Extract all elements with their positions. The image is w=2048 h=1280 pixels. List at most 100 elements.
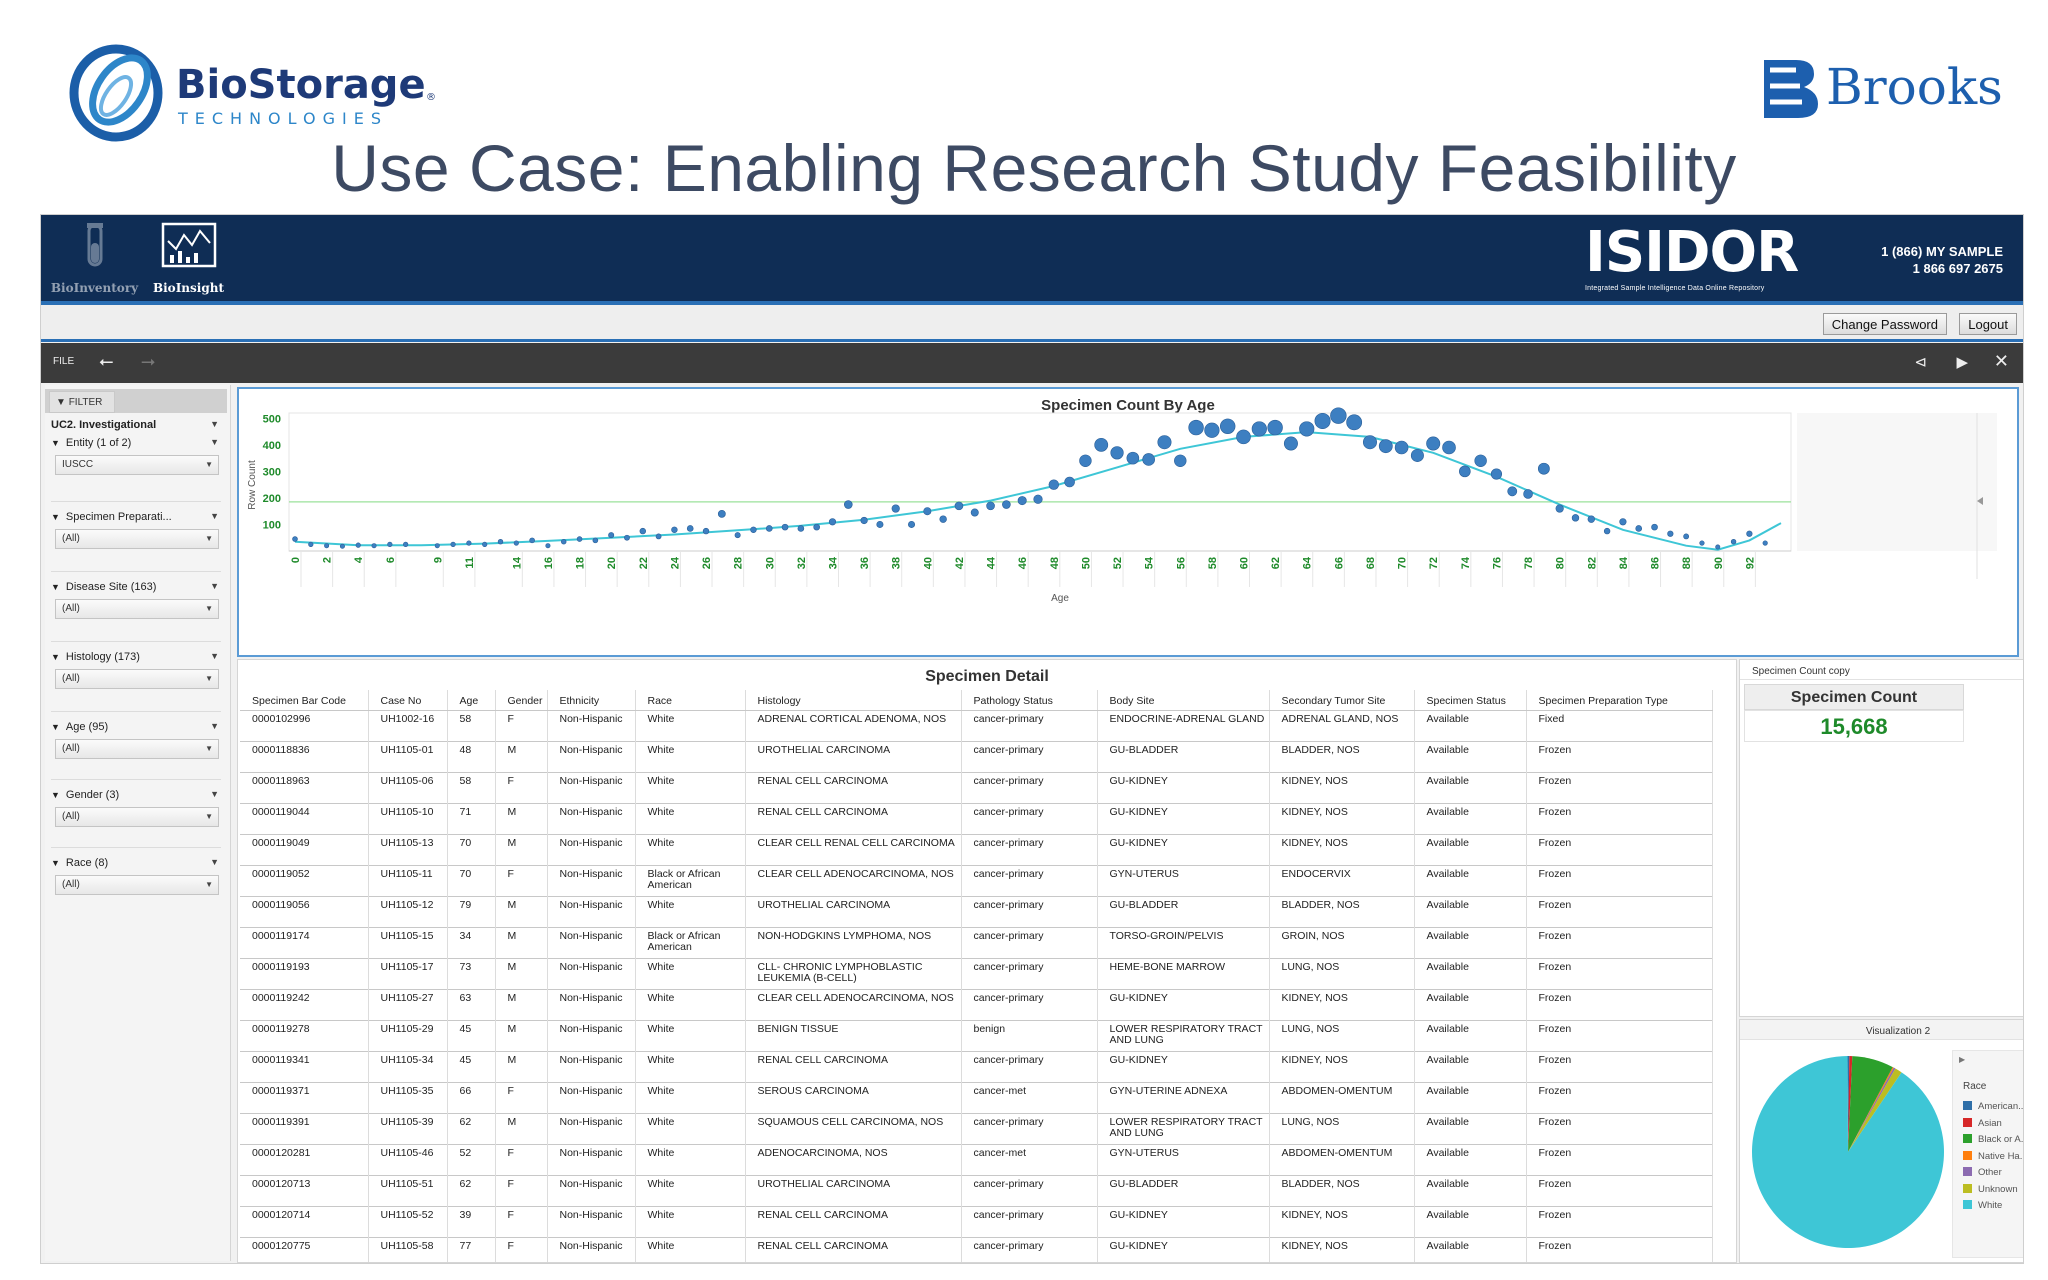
filter-dropdown[interactable]: IUSCC ▼ xyxy=(55,455,219,475)
table-row[interactable]: 0000119052 UH1105-11 70 F Non-Hispanic Black … xyxy=(240,864,1713,896)
bioinsight-app-tile[interactable]: BioInsight xyxy=(141,221,236,297)
chevron-down-icon[interactable]: ▼ xyxy=(210,511,219,521)
data-point[interactable] xyxy=(1699,540,1705,546)
data-point[interactable] xyxy=(1126,451,1140,465)
pie-slice[interactable] xyxy=(1751,1056,1944,1248)
data-point[interactable] xyxy=(813,523,820,531)
data-point[interactable] xyxy=(545,543,551,549)
legend-item[interactable]: White xyxy=(1963,1200,2002,1214)
legend-item[interactable]: Unknown xyxy=(1963,1183,2018,1198)
forward-arrow-icon[interactable]: ⭢ xyxy=(141,351,156,371)
data-point[interactable] xyxy=(986,501,995,511)
filter-heading[interactable]: ▼ Age (95) ▼ xyxy=(51,721,225,739)
filter-dropdown[interactable]: (All) ▼ xyxy=(55,875,219,895)
data-point[interactable] xyxy=(308,541,314,547)
data-point[interactable] xyxy=(1378,439,1393,454)
data-point[interactable] xyxy=(434,543,440,549)
data-point[interactable] xyxy=(497,539,504,545)
data-point[interactable] xyxy=(1142,453,1155,466)
data-point[interactable] xyxy=(1283,436,1298,451)
data-point[interactable] xyxy=(797,525,805,532)
column-header[interactable]: Specimen Status xyxy=(1414,690,1527,711)
play-icon[interactable]: ▶ xyxy=(1956,354,1968,371)
data-point[interactable] xyxy=(1174,454,1187,467)
pie-slice[interactable] xyxy=(1847,1055,1850,1152)
column-header[interactable]: Ethnicity xyxy=(547,690,636,711)
legend-item[interactable]: American... xyxy=(1963,1101,2023,1115)
data-point[interactable] xyxy=(750,526,757,533)
chevron-down-icon[interactable]: ▼ xyxy=(210,437,219,447)
data-point[interactable] xyxy=(450,541,456,547)
data-point[interactable] xyxy=(1362,435,1377,450)
data-point[interactable] xyxy=(734,532,741,539)
column-header[interactable]: Secondary Tumor Site xyxy=(1269,690,1415,711)
column-header[interactable]: Pathology Status xyxy=(961,690,1098,711)
data-point[interactable] xyxy=(1571,514,1580,522)
data-point[interactable] xyxy=(860,516,868,525)
data-point[interactable] xyxy=(1507,486,1518,497)
data-point[interactable] xyxy=(1459,465,1471,478)
chevron-down-icon[interactable]: ▼ xyxy=(210,789,219,799)
data-point[interactable] xyxy=(1048,479,1060,490)
data-point[interactable] xyxy=(702,527,710,535)
table-row[interactable]: 0000119044 UH1105-10 71 M Non-Hispanic White R… xyxy=(240,802,1713,834)
data-point[interactable] xyxy=(1346,414,1363,431)
data-point[interactable] xyxy=(970,508,979,517)
data-point[interactable] xyxy=(781,523,789,531)
pie-slice[interactable] xyxy=(1848,1067,1896,1152)
table-row[interactable]: 0000119371 UH1105-35 66 F Non-Hispanic White S… xyxy=(240,1081,1713,1113)
table-row[interactable]: 0000119391 UH1105-39 62 M Non-Hispanic White S… xyxy=(240,1112,1713,1144)
data-point[interactable] xyxy=(1330,407,1347,424)
data-point[interactable] xyxy=(482,541,488,547)
bioinventory-app-tile[interactable]: BioInventory xyxy=(47,221,142,297)
collapse-icon[interactable]: ▼ xyxy=(51,438,60,448)
data-point[interactable] xyxy=(1746,530,1753,537)
data-point[interactable] xyxy=(1188,419,1204,436)
table-row[interactable]: 0000119278 UH1105-29 45 M Non-Hispanic White B… xyxy=(240,1019,1713,1051)
data-point[interactable] xyxy=(1094,437,1109,452)
data-point[interactable] xyxy=(828,518,837,526)
data-point[interactable] xyxy=(1667,530,1674,537)
data-point[interactable] xyxy=(592,537,599,544)
data-point[interactable] xyxy=(908,520,916,528)
data-point[interactable] xyxy=(324,543,330,549)
collapse-icon[interactable]: ▼ xyxy=(51,512,60,522)
data-point[interactable] xyxy=(843,500,853,509)
table-row[interactable]: 0000119193 UH1105-17 73 M Non-Hispanic White C… xyxy=(240,957,1713,989)
data-point[interactable] xyxy=(923,507,932,516)
data-point[interactable] xyxy=(466,540,472,546)
data-point[interactable] xyxy=(1002,500,1011,509)
data-point[interactable] xyxy=(1204,422,1220,438)
data-point[interactable] xyxy=(1079,454,1092,467)
share-icon[interactable]: ⊲ xyxy=(1914,354,1927,371)
data-point[interactable] xyxy=(717,509,726,518)
data-point[interactable] xyxy=(387,541,393,547)
data-point[interactable] xyxy=(608,532,615,539)
column-header[interactable]: Gender xyxy=(495,690,548,711)
filter-dropdown[interactable]: (All) ▼ xyxy=(55,669,219,689)
pie-slice[interactable] xyxy=(1848,1056,1853,1152)
filter-heading[interactable]: ▼ Gender (3) ▼ xyxy=(51,789,225,807)
close-icon[interactable]: ✕ xyxy=(1993,351,2009,371)
column-header[interactable]: Body Site xyxy=(1097,690,1270,711)
data-point[interactable] xyxy=(1523,489,1533,499)
collapse-icon[interactable]: ▼ xyxy=(51,858,60,868)
legend-item[interactable]: Black or A... xyxy=(1963,1134,2023,1148)
data-point[interactable] xyxy=(339,543,345,549)
table-row[interactable]: 0000120281 UH1105-46 52 F Non-Hispanic White A… xyxy=(240,1143,1713,1175)
column-header[interactable]: Specimen Preparation Type xyxy=(1526,690,1713,711)
filter-dropdown[interactable]: (All) ▼ xyxy=(55,739,219,759)
file-menu[interactable]: FILE xyxy=(53,356,75,367)
filter-tab[interactable]: ▼ FILTER xyxy=(49,391,115,413)
data-point[interactable] xyxy=(1251,421,1267,437)
table-row[interactable]: 0000118836 UH1105-01 48 M Non-Hispanic White U… xyxy=(240,740,1713,772)
pie-slice[interactable] xyxy=(1848,1067,1894,1152)
expand-icon[interactable]: ▶ xyxy=(1959,1055,1966,1064)
data-point[interactable] xyxy=(1683,533,1690,540)
data-point[interactable] xyxy=(1033,494,1043,504)
data-point[interactable] xyxy=(355,542,361,548)
data-point[interactable] xyxy=(1236,429,1251,445)
data-point[interactable] xyxy=(876,520,884,528)
chevron-down-icon[interactable]: ▼ xyxy=(210,581,219,591)
table-row[interactable]: 0000119341 UH1105-34 45 M Non-Hispanic White R… xyxy=(240,1050,1713,1082)
